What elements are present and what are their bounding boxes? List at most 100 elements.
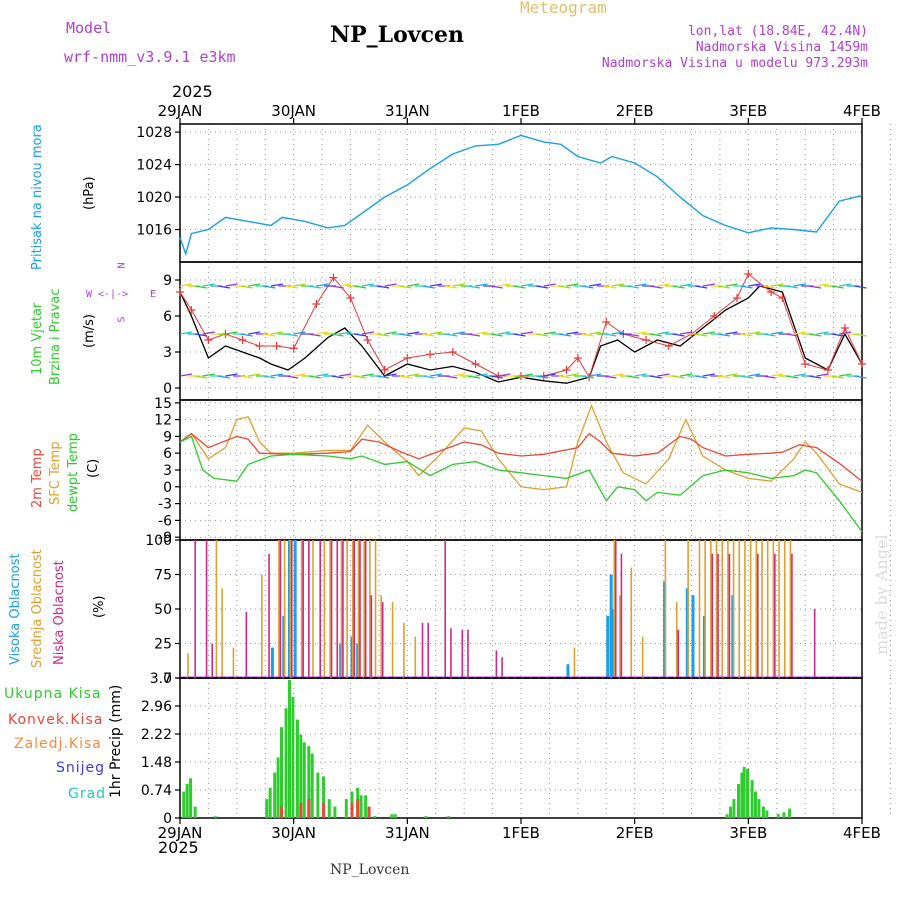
wind-direction-arrow [513, 375, 526, 379]
wind-direction-arrow [680, 331, 693, 335]
model-label: Model [66, 19, 112, 37]
cloud-low-bar [813, 609, 816, 678]
wind-direction-arrow [770, 283, 784, 287]
wind-direction-arrow [308, 285, 321, 289]
wind-direction-arrow [354, 375, 367, 379]
precip-conv-bar [367, 806, 371, 818]
precip-total-bar [390, 814, 394, 818]
station-altitude: Nadmorska Visina 1459m [695, 40, 868, 55]
wind-direction-arrow [475, 283, 488, 287]
wind-direction-arrow [816, 283, 829, 287]
wind-direction-arrow [740, 333, 753, 337]
wind-direction-arrow [717, 375, 731, 379]
wind-direction-arrow [498, 331, 511, 335]
x-tick-label-top: 29JAN [158, 102, 203, 120]
wind-direction-arrow [225, 373, 238, 377]
wind-direction-arrow [422, 285, 435, 289]
cloud-low-bar [336, 540, 339, 678]
wind-direction-arrow [179, 373, 193, 377]
wind-direction-arrow [634, 331, 647, 335]
wind-direction-arrow [240, 285, 253, 289]
cloud-mid-bar [721, 540, 724, 678]
wind-direction-arrow [285, 285, 299, 289]
cloud-mid-bar [613, 540, 616, 678]
wind-direction-arrow [816, 373, 829, 377]
wind-direction-arrow [763, 285, 776, 289]
cloud-mid-bar [414, 636, 417, 678]
wind-direction-arrow [445, 333, 458, 337]
cloud-mid-bar [391, 602, 394, 678]
cloud-high-bar [691, 595, 695, 678]
wind-direction-arrow [384, 331, 397, 335]
x-tick-label-bottom: 2FEB [616, 824, 654, 842]
precip-total-bar [782, 812, 786, 818]
wind-direction-arrow [445, 285, 458, 289]
precip-total-bar [746, 768, 750, 818]
wind-gust-marker [380, 366, 389, 374]
wind-direction-arrow [217, 333, 230, 337]
station-lonlat: lon,lat (18.84E, 42.4N) [687, 24, 868, 39]
cloud-mid-bar [675, 602, 678, 678]
wind-direction-arrow [384, 283, 397, 287]
wind-direction-arrow [270, 373, 284, 377]
cloud-low-bar [620, 553, 623, 678]
x-tick-label-bottom: 30JAN [271, 824, 316, 842]
wind-direction-arrow [308, 375, 321, 379]
wind-speed-line [179, 285, 863, 384]
precip-total-bar [185, 783, 189, 818]
wind-direction-arrow [793, 283, 806, 287]
cloud-mid-bar [300, 540, 303, 678]
cloud-mid-bar [374, 540, 377, 678]
wind-direction-arrow [240, 333, 253, 337]
cloud-mid-bar [380, 595, 383, 678]
precip-total-bar [310, 753, 314, 818]
wind-gust-marker [255, 342, 264, 350]
wind-direction-arrow [361, 373, 374, 377]
wind-direction-arrow [248, 373, 261, 377]
wind-direction-arrow [786, 285, 799, 289]
cloud-mid-bar [744, 540, 746, 678]
wind-direction-arrow [384, 373, 397, 377]
year-bottom: 2025 [158, 838, 199, 857]
wind-direction-arrow [445, 375, 458, 379]
wind-direction-arrow [422, 375, 435, 379]
x-tick-label-top: 31JAN [385, 102, 430, 120]
wind-direction-arrow [611, 283, 625, 287]
wind-gust-marker [710, 312, 719, 320]
wind-direction-arrow [672, 333, 685, 337]
wind-direction-arrow [695, 375, 708, 379]
wind-direction-arrow [543, 283, 556, 287]
precip-total-bar [307, 746, 311, 818]
wind-direction-arrow [543, 373, 556, 377]
wind-direction-arrow [452, 331, 465, 335]
wind-direction-arrow [725, 331, 738, 335]
cloud-mid-bar [352, 540, 354, 678]
cloud-mid-bar [698, 540, 701, 678]
wind-direction-arrow [854, 285, 867, 289]
wind-direction-arrow [498, 283, 511, 287]
precip-total-bar [725, 814, 729, 818]
cloud-low-bar [245, 611, 248, 678]
wind-direction-arrow [717, 285, 731, 289]
cloud-low-bar [495, 650, 498, 678]
temp-ytick-label: -9 [158, 530, 172, 546]
pressure-line [179, 134, 863, 257]
precip-total-bar [189, 778, 193, 818]
cloud-low-bar [791, 553, 793, 678]
wind-direction-arrow [748, 373, 761, 377]
wind-direction-arrow [248, 283, 261, 287]
precip-total-bar [776, 814, 780, 818]
precip-conv-bar [356, 799, 360, 818]
cloud-mid-bar [261, 574, 263, 678]
wind-direction-arrow [604, 375, 617, 379]
wind-direction-arrow [763, 375, 776, 379]
cloud-mid-bar [732, 540, 735, 678]
wind-direction-arrow [831, 333, 844, 337]
cloud-high-bar [609, 574, 613, 678]
wind-direction-arrow [225, 331, 238, 335]
wind-direction-arrow [839, 331, 852, 335]
x-tick-label-bottom: 4FEB [843, 824, 881, 842]
wind-direction-arrow [589, 283, 602, 287]
precip-total-bar [295, 719, 299, 818]
wind-direction-arrow [467, 333, 481, 337]
